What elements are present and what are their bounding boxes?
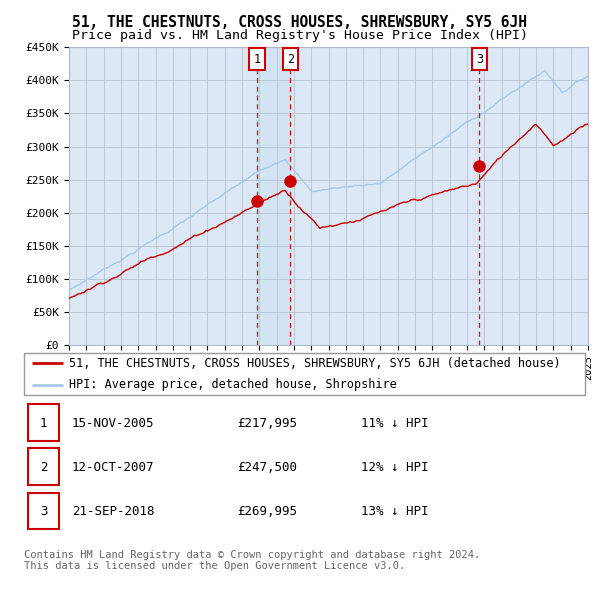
- FancyBboxPatch shape: [28, 404, 59, 441]
- Text: Contains HM Land Registry data © Crown copyright and database right 2024.
This d: Contains HM Land Registry data © Crown c…: [24, 550, 480, 572]
- Text: 3: 3: [476, 53, 483, 65]
- Bar: [257, 47, 290, 345]
- Text: £269,995: £269,995: [237, 505, 297, 519]
- Text: 3: 3: [40, 505, 47, 519]
- Text: 1: 1: [254, 53, 261, 65]
- FancyBboxPatch shape: [24, 353, 585, 395]
- Text: 51, THE CHESTNUTS, CROSS HOUSES, SHREWSBURY, SY5 6JH: 51, THE CHESTNUTS, CROSS HOUSES, SHREWSB…: [73, 15, 527, 30]
- Text: 13% ↓ HPI: 13% ↓ HPI: [361, 505, 428, 519]
- Text: Price paid vs. HM Land Registry's House Price Index (HPI): Price paid vs. HM Land Registry's House …: [72, 30, 528, 42]
- Text: HPI: Average price, detached house, Shropshire: HPI: Average price, detached house, Shro…: [69, 378, 397, 391]
- Text: 1: 1: [40, 417, 47, 430]
- Text: £247,500: £247,500: [237, 461, 297, 474]
- Text: 12-OCT-2007: 12-OCT-2007: [71, 461, 154, 474]
- Text: 2: 2: [287, 53, 294, 65]
- Text: £217,995: £217,995: [237, 417, 297, 430]
- Text: 11% ↓ HPI: 11% ↓ HPI: [361, 417, 428, 430]
- Text: 2: 2: [40, 461, 47, 474]
- Text: 12% ↓ HPI: 12% ↓ HPI: [361, 461, 428, 474]
- Text: 21-SEP-2018: 21-SEP-2018: [71, 505, 154, 519]
- FancyBboxPatch shape: [28, 448, 59, 485]
- Text: 51, THE CHESTNUTS, CROSS HOUSES, SHREWSBURY, SY5 6JH (detached house): 51, THE CHESTNUTS, CROSS HOUSES, SHREWSB…: [69, 357, 560, 370]
- FancyBboxPatch shape: [28, 493, 59, 529]
- Text: 15-NOV-2005: 15-NOV-2005: [71, 417, 154, 430]
